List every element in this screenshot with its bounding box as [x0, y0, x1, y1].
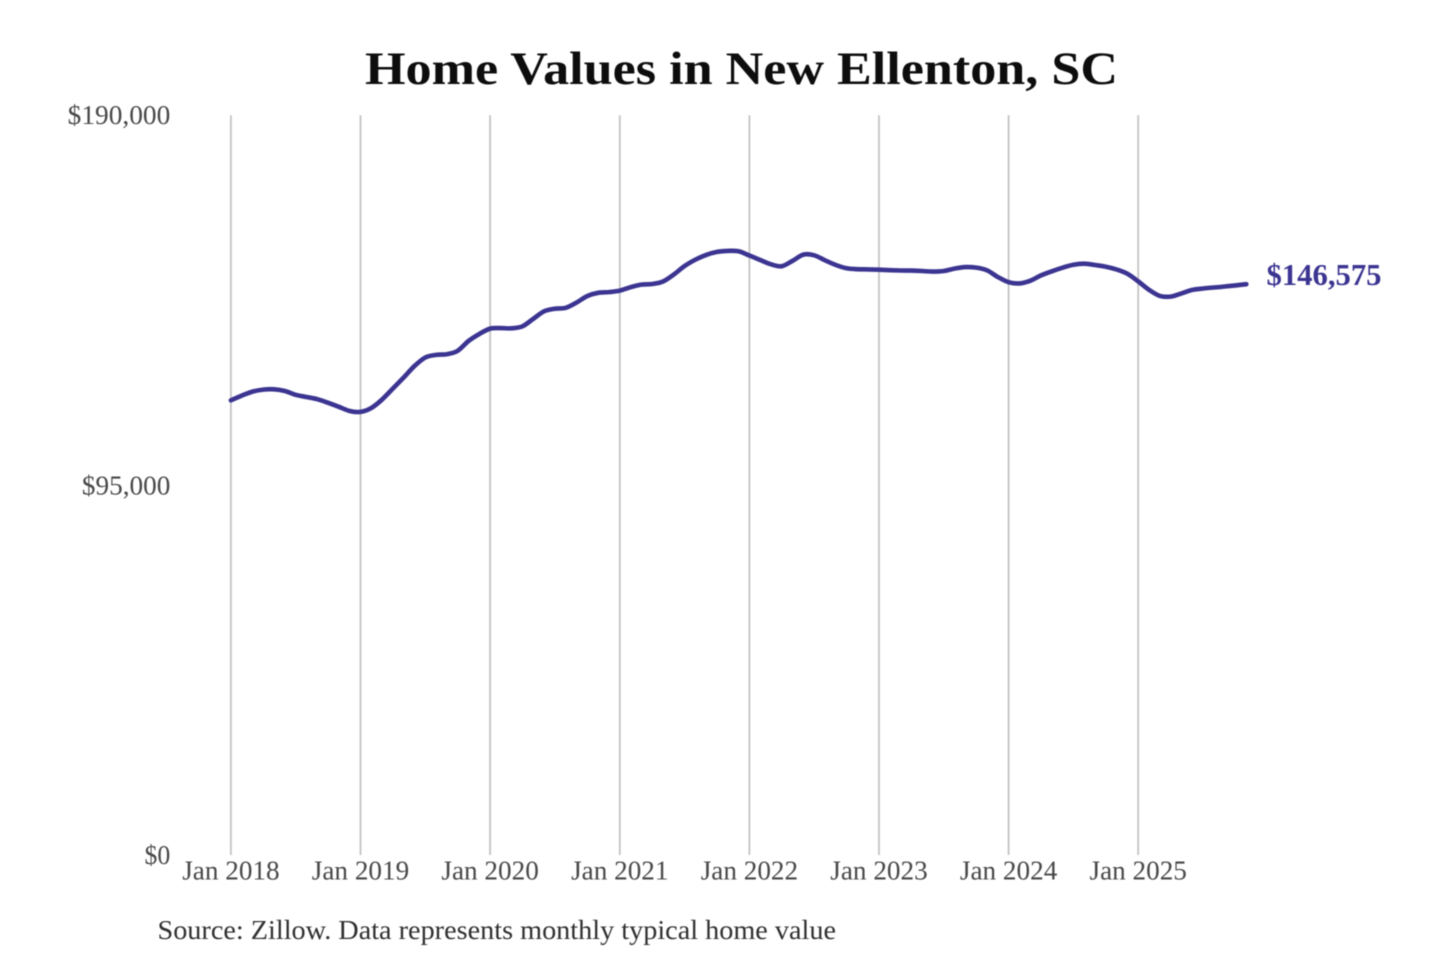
svg-text:Jan 2023: Jan 2023 — [830, 856, 927, 886]
svg-text:$0: $0 — [145, 840, 171, 870]
svg-text:Jan 2025: Jan 2025 — [1089, 856, 1186, 886]
svg-text:Source: Zillow. Data represent: Source: Zillow. Data represents monthly … — [158, 915, 837, 945]
svg-text:Jan 2022: Jan 2022 — [701, 856, 798, 886]
svg-text:Jan 2021: Jan 2021 — [571, 856, 668, 886]
svg-text:Jan 2020: Jan 2020 — [441, 856, 538, 886]
svg-text:$190,000: $190,000 — [68, 100, 171, 130]
svg-text:Jan 2024: Jan 2024 — [960, 856, 1058, 886]
svg-text:Jan 2019: Jan 2019 — [312, 856, 409, 886]
svg-text:Home Values in New Ellenton, S: Home Values in New Ellenton, SC — [365, 43, 1118, 94]
svg-text:$95,000: $95,000 — [82, 470, 170, 500]
svg-text:Jan 2018: Jan 2018 — [182, 856, 279, 886]
svg-text:$146,575: $146,575 — [1267, 258, 1382, 292]
